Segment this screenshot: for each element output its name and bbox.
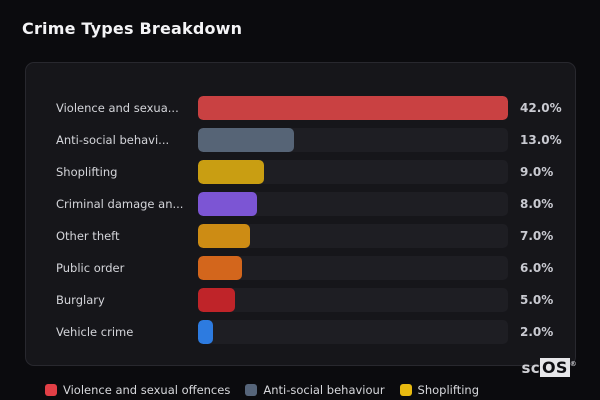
bar[interactable] [198, 256, 243, 280]
value-label: 6.0% [520, 261, 554, 275]
legend-item[interactable]: Shoplifting [399, 383, 479, 397]
legend-swatch-icon [245, 384, 258, 396]
bar[interactable] [198, 320, 213, 344]
legend-swatch-icon [45, 384, 57, 396]
bar-track [198, 320, 508, 344]
bar-track [198, 192, 508, 216]
value-label: 42.0% [520, 101, 562, 115]
bar-row: Other theft 7.0% [26, 224, 575, 248]
value-label: 13.0% [520, 133, 562, 147]
bar-row: Public order 6.0% [26, 256, 575, 280]
bar-chart: Violence and sexua... 42.0% Anti-social … [26, 96, 575, 344]
legend-item[interactable]: Anti-social behaviour [245, 383, 385, 397]
bar-row: Violence and sexua... 42.0% [26, 96, 575, 120]
bar[interactable] [198, 160, 265, 184]
bar-track [198, 96, 508, 120]
legend-swatch-icon [399, 384, 412, 396]
value-label: 8.0% [520, 197, 554, 211]
legend-label: Anti-social behaviour [263, 383, 385, 397]
bar-track [198, 288, 508, 312]
bar-row: Anti-social behavi... 13.0% [26, 128, 575, 152]
bar[interactable] [198, 128, 294, 152]
bar-track [198, 224, 508, 248]
bar[interactable] [198, 96, 508, 120]
chart-card: Violence and sexua... 42.0% Anti-social … [25, 62, 576, 366]
bar[interactable] [198, 192, 258, 216]
registered-mark-icon: ® [569, 360, 577, 368]
bar-track [198, 128, 508, 152]
category-label: Shoplifting [56, 165, 118, 179]
value-label: 7.0% [520, 229, 554, 243]
legend-item[interactable]: Violence and sexual offences [45, 383, 230, 397]
logo-text-os: OS [539, 358, 570, 377]
bar[interactable] [198, 224, 250, 248]
category-label: Anti-social behavi... [56, 133, 170, 147]
logo-text-sc: sc [521, 359, 540, 377]
chart-legend: Violence and sexual offences Anti-social… [45, 383, 479, 397]
bar[interactable] [198, 288, 235, 312]
value-label: 5.0% [520, 293, 554, 307]
bar-track [198, 256, 508, 280]
scos-logo: sc OS ® [521, 358, 577, 377]
page-title: Crime Types Breakdown [22, 19, 243, 38]
legend-label: Violence and sexual offences [63, 383, 231, 397]
bar-row: Vehicle crime 2.0% [26, 320, 575, 344]
category-label: Other theft [56, 229, 120, 243]
value-label: 9.0% [520, 165, 554, 179]
bar-track [198, 160, 508, 184]
category-label: Public order [56, 261, 125, 275]
category-label: Violence and sexua... [56, 101, 179, 115]
category-label: Criminal damage an... [56, 197, 184, 211]
bar-row: Burglary 5.0% [26, 288, 575, 312]
category-label: Vehicle crime [56, 325, 134, 339]
category-label: Burglary [56, 293, 105, 307]
bar-row: Shoplifting 9.0% [26, 160, 575, 184]
bar-row: Criminal damage an... 8.0% [26, 192, 575, 216]
value-label: 2.0% [520, 325, 554, 339]
legend-label: Shoplifting [417, 383, 479, 397]
